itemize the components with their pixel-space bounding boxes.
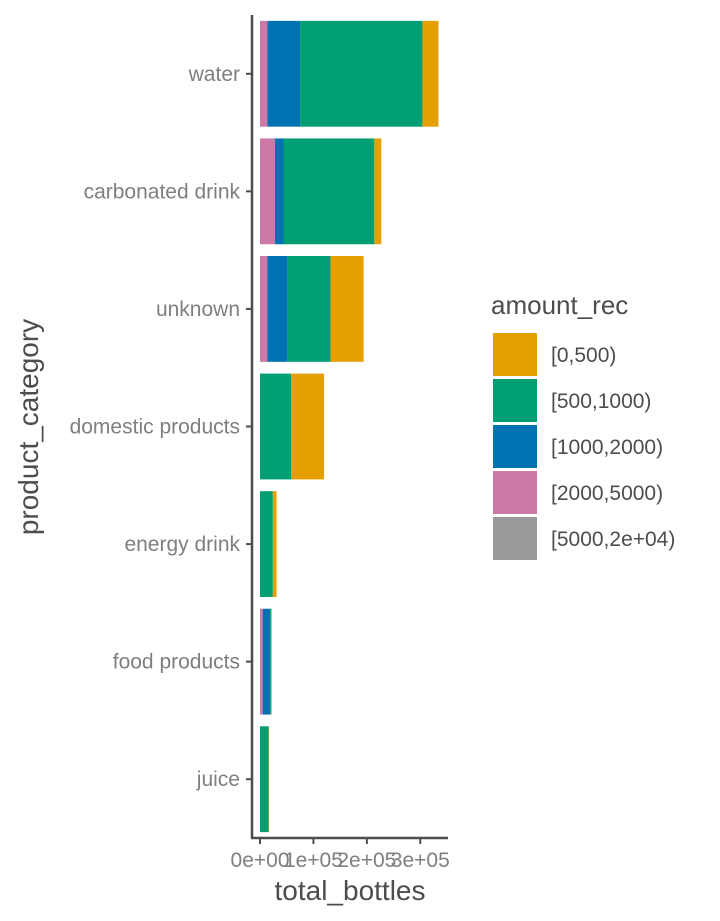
bar-segment bbox=[374, 138, 382, 245]
bar-segment bbox=[271, 608, 272, 715]
x-tick-label: 1e+05 bbox=[284, 849, 343, 872]
x-tick-label: 2e+05 bbox=[337, 849, 396, 872]
bar-segment bbox=[260, 138, 275, 245]
bars-layer bbox=[260, 20, 439, 833]
x-tick-label: 0e+00 bbox=[231, 849, 290, 872]
legend: amount_rec [0,500) [500,1000) [1000,2000) [… bbox=[491, 290, 675, 560]
legend-swatch bbox=[493, 425, 537, 468]
bar-segment bbox=[300, 20, 423, 127]
bar-segment bbox=[272, 491, 277, 597]
legend-title: amount_rec bbox=[491, 290, 628, 320]
bar-segment bbox=[287, 256, 331, 362]
legend-label: [500,1000) bbox=[551, 390, 651, 413]
y-tick-label: water bbox=[188, 63, 240, 86]
y-tick-label: domestic products bbox=[70, 416, 240, 439]
bar-segment bbox=[262, 608, 271, 715]
legend-label: [2000,5000) bbox=[551, 482, 663, 505]
bar-segment bbox=[291, 373, 325, 480]
legend-label: [5000,2e+04) bbox=[551, 528, 675, 551]
bar-segment bbox=[330, 256, 364, 362]
legend-swatch bbox=[493, 333, 537, 376]
bar-segment bbox=[283, 138, 375, 245]
y-tick-label: energy drink bbox=[124, 533, 240, 556]
y-tick-label: unknown bbox=[156, 298, 240, 321]
bar-segment bbox=[270, 608, 272, 715]
legend-swatch bbox=[493, 471, 537, 514]
bar-segment bbox=[260, 608, 263, 715]
y-axis-title: product_category bbox=[13, 319, 44, 535]
legend-swatch bbox=[493, 517, 537, 560]
y-axis-ticks: water carbonated drink unknown domestic pro… bbox=[70, 63, 252, 791]
x-axis-title: total_bottles bbox=[275, 875, 426, 906]
bar-segment bbox=[260, 491, 273, 597]
bar-segment bbox=[422, 20, 439, 127]
bar-segment bbox=[260, 373, 291, 480]
x-tick-label: 3e+05 bbox=[391, 849, 450, 872]
bar-segment bbox=[260, 20, 268, 127]
bar-segment bbox=[267, 20, 301, 127]
y-tick-label: carbonated drink bbox=[84, 180, 241, 203]
legend-label: [0,500) bbox=[551, 344, 616, 367]
legend-swatch bbox=[493, 379, 537, 422]
legend-label: [1000,2000) bbox=[551, 436, 663, 459]
bar-segment bbox=[260, 256, 268, 362]
bar-segment bbox=[267, 256, 288, 362]
bar-segment bbox=[260, 726, 269, 833]
y-tick-label: food products bbox=[113, 651, 240, 674]
bar-segment bbox=[274, 138, 284, 245]
bar-segment bbox=[268, 726, 270, 833]
y-tick-label: juice bbox=[196, 768, 240, 791]
